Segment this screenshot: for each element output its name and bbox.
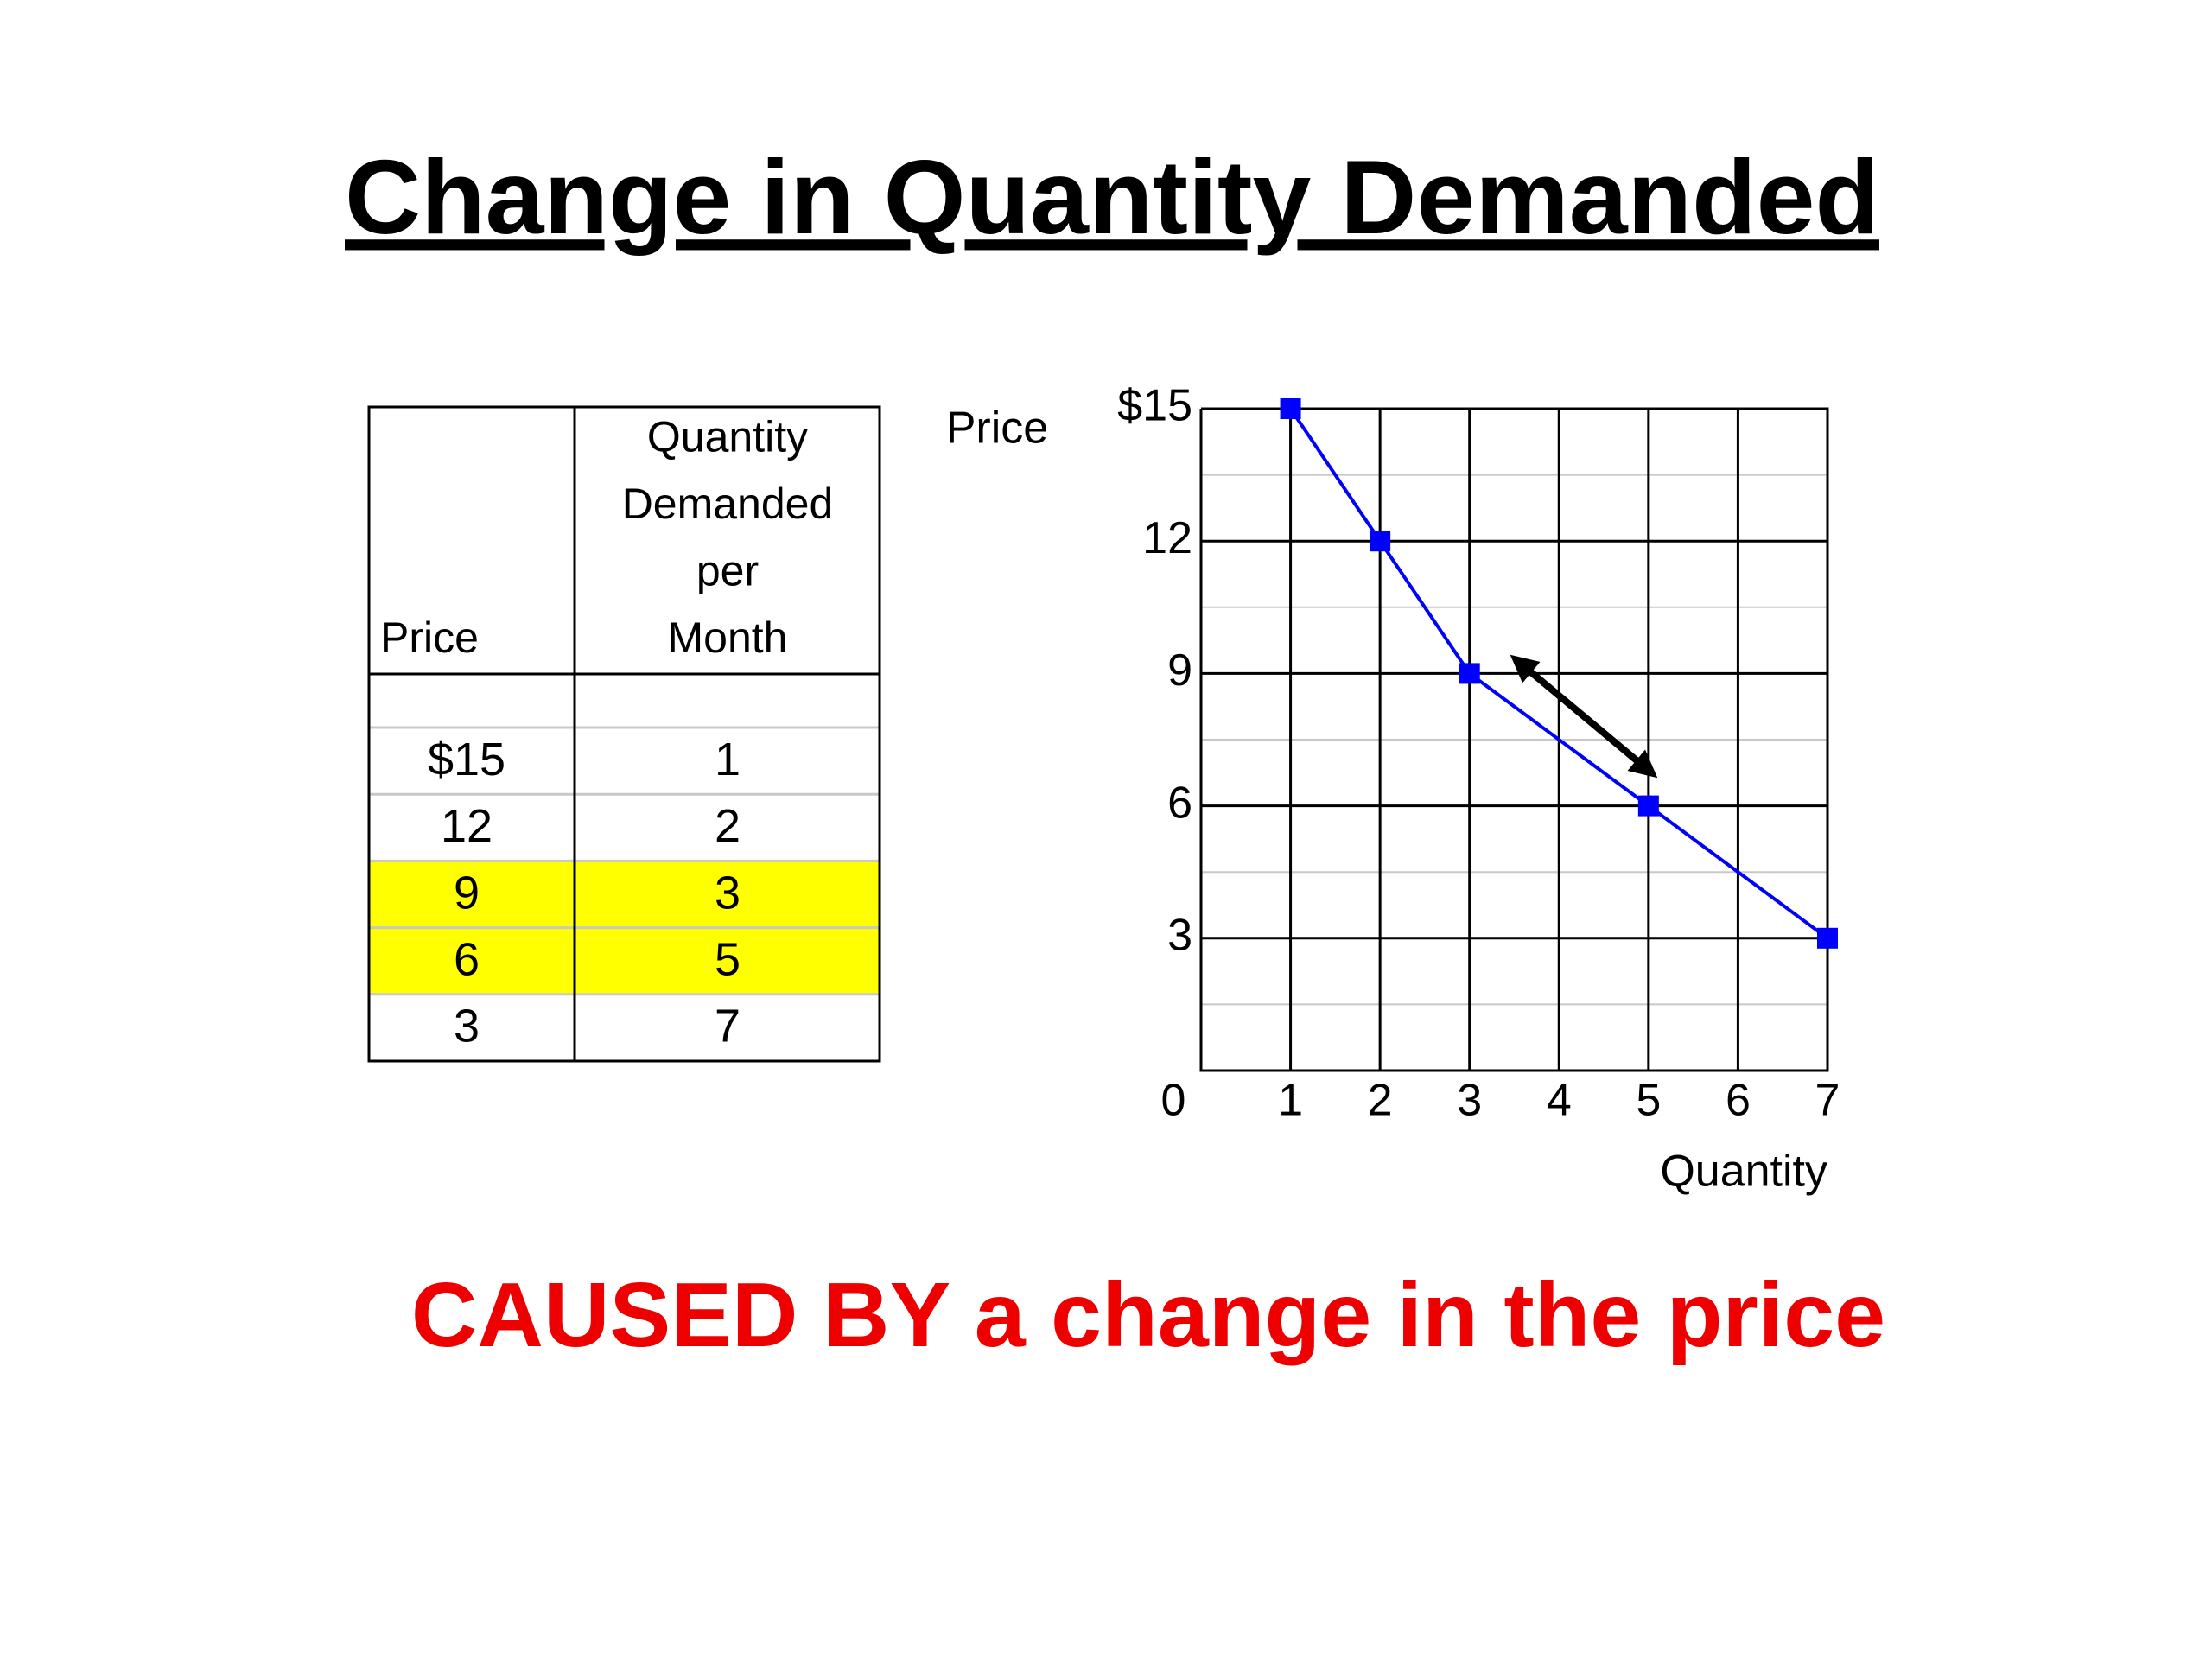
point-marker	[1637, 795, 1659, 817]
table-header: Price	[380, 613, 479, 662]
y-tick-label: 6	[1167, 778, 1192, 828]
x-tick-label: 0	[1161, 1076, 1186, 1126]
table-cell: 3	[454, 1001, 480, 1052]
table-header: Quantity Demanded per Month	[622, 413, 834, 663]
row-highlight	[369, 927, 880, 995]
table-cell: 7	[715, 1001, 741, 1052]
y-axis-title: Price	[946, 404, 1048, 454]
y-tick-label: 12	[1142, 513, 1192, 563]
caption: CAUSED BY a change in the price	[411, 1264, 1885, 1366]
x-tick-label: 1	[1278, 1076, 1303, 1126]
table-cell: 9	[454, 867, 480, 918]
table-cell: 5	[715, 933, 741, 985]
y-tick-label: $15	[1117, 381, 1192, 431]
table-cell: 12	[441, 800, 493, 852]
table-cell: $15	[428, 734, 505, 785]
point-marker	[1280, 398, 1301, 419]
y-tick-label: 9	[1167, 645, 1192, 696]
table-cell: 3	[715, 867, 741, 918]
x-tick-label: 6	[1726, 1076, 1751, 1126]
table-border	[367, 405, 881, 1063]
x-tick-label: 2	[1368, 1076, 1393, 1126]
x-tick-label: 7	[1815, 1076, 1840, 1126]
table-cell: 1	[715, 734, 741, 785]
x-tick-label: 5	[1636, 1076, 1661, 1126]
x-tick-label: 4	[1547, 1076, 1572, 1126]
point-marker	[1817, 927, 1838, 949]
row-highlight	[369, 861, 880, 928]
movement-arrow	[1510, 654, 1658, 779]
point-marker	[1370, 531, 1391, 552]
y-tick-label: 3	[1167, 911, 1192, 961]
table-cell: 6	[454, 933, 480, 985]
slide-title: Change in Quantity Demanded	[345, 138, 1879, 256]
point-marker	[1459, 663, 1480, 684]
axes	[1199, 407, 1829, 1072]
table-cell: 2	[715, 800, 741, 852]
x-axis-title: Quantity	[1660, 1147, 1827, 1197]
x-tick-label: 3	[1457, 1076, 1482, 1126]
